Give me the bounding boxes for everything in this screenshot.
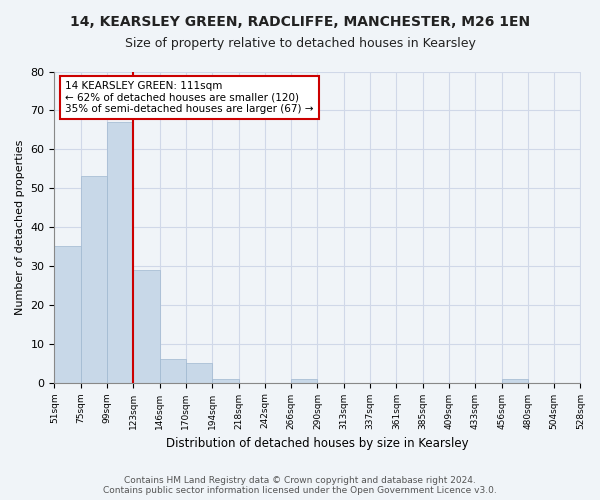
Bar (212, 378, 239, 382)
Text: Contains HM Land Registry data © Crown copyright and database right 2024.
Contai: Contains HM Land Registry data © Crown c… (103, 476, 497, 495)
X-axis label: Distribution of detached houses by size in Kearsley: Distribution of detached houses by size … (166, 437, 469, 450)
Bar (81, 176, 107, 382)
Bar (502, 378, 528, 382)
Text: Size of property relative to detached houses in Kearsley: Size of property relative to detached ho… (125, 38, 475, 51)
Bar (291, 378, 317, 382)
Bar (160, 359, 186, 382)
Text: 14, KEARSLEY GREEN, RADCLIFFE, MANCHESTER, M26 1EN: 14, KEARSLEY GREEN, RADCLIFFE, MANCHESTE… (70, 15, 530, 29)
Text: 14 KEARSLEY GREEN: 111sqm
← 62% of detached houses are smaller (120)
35% of semi: 14 KEARSLEY GREEN: 111sqm ← 62% of detac… (65, 81, 313, 114)
Bar (133, 270, 160, 382)
Bar (55, 246, 81, 382)
Y-axis label: Number of detached properties: Number of detached properties (15, 140, 25, 314)
Bar (107, 122, 133, 382)
Bar (186, 363, 212, 382)
